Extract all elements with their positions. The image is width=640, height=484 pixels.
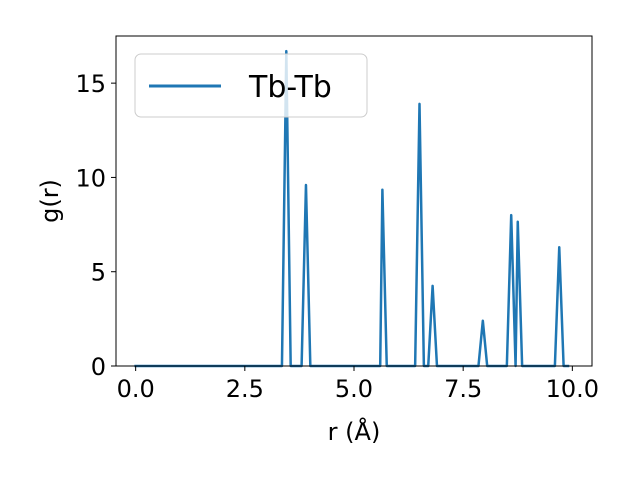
- y-axis: 0 5 10 15: [75, 70, 116, 381]
- x-tick-label: 5.0: [335, 375, 373, 403]
- x-tick-label: 7.5: [444, 375, 482, 403]
- y-tick-label: 15: [75, 70, 106, 98]
- legend-box: [134, 53, 368, 118]
- y-tick-label: 0: [91, 353, 106, 381]
- y-axis-label: g(r): [36, 179, 64, 223]
- x-tick-label: 0.0: [117, 375, 155, 403]
- x-axis: 0.0 2.5 5.0 7.5 10.0: [117, 366, 599, 403]
- y-tick-label: 10: [75, 164, 106, 192]
- x-axis-label: r (Å): [328, 417, 381, 446]
- legend-label: Tb-Tb: [248, 70, 332, 105]
- x-tick-label: 2.5: [226, 375, 264, 403]
- y-tick-label: 5: [91, 259, 106, 287]
- x-tick-label: 10.0: [546, 375, 599, 403]
- series-layer: [134, 49, 570, 368]
- legend: Tb-Tb: [134, 53, 368, 118]
- series-line-0: [134, 49, 570, 368]
